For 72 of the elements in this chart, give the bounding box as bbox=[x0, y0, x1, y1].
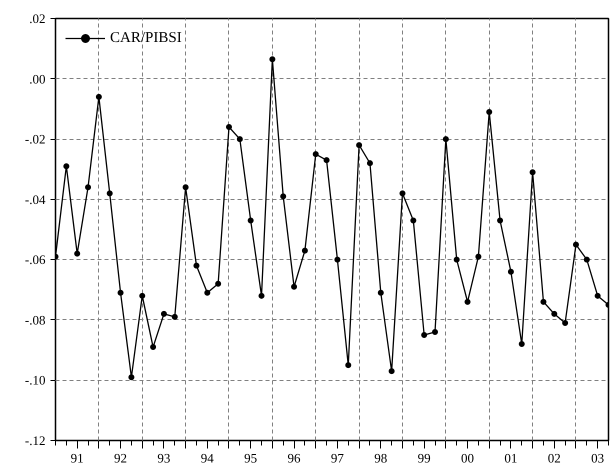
point bbox=[334, 256, 340, 263]
point bbox=[572, 242, 579, 248]
point bbox=[226, 124, 232, 130]
y-tick-label: .02 bbox=[29, 11, 46, 26]
point bbox=[291, 284, 298, 290]
x-tick-label: 94 bbox=[200, 450, 214, 466]
x-tick-label: 03 bbox=[591, 450, 604, 466]
point bbox=[518, 341, 525, 348]
point bbox=[421, 332, 428, 338]
point bbox=[106, 190, 113, 196]
y-tick-label: -.12 bbox=[24, 433, 46, 448]
point bbox=[193, 262, 200, 269]
x-tick-label: 97 bbox=[330, 450, 344, 466]
point bbox=[551, 310, 558, 317]
point bbox=[399, 190, 406, 196]
y-tick-label: -.04 bbox=[24, 192, 46, 207]
point bbox=[442, 136, 449, 142]
point bbox=[204, 290, 210, 296]
point bbox=[324, 157, 330, 164]
x-tick-label: 96 bbox=[288, 450, 302, 466]
point bbox=[96, 94, 102, 100]
point bbox=[128, 374, 134, 380]
point bbox=[172, 314, 178, 320]
point bbox=[280, 193, 286, 200]
x-tick-label: 95 bbox=[244, 450, 258, 466]
point bbox=[150, 344, 156, 350]
point bbox=[366, 160, 373, 166]
point bbox=[85, 184, 92, 190]
point bbox=[378, 290, 384, 296]
point bbox=[388, 368, 395, 374]
point bbox=[302, 248, 308, 254]
x-tick-label: 93 bbox=[157, 450, 170, 466]
point bbox=[562, 320, 568, 326]
point bbox=[269, 56, 276, 62]
point bbox=[312, 151, 319, 158]
point bbox=[475, 254, 482, 260]
point bbox=[594, 292, 601, 299]
x-tick-label: 91 bbox=[70, 450, 84, 466]
point bbox=[118, 290, 124, 296]
point bbox=[215, 280, 222, 287]
x-tick-label: 00 bbox=[461, 450, 474, 466]
point bbox=[540, 298, 546, 305]
point bbox=[454, 256, 460, 263]
x-tick-label: 98 bbox=[374, 450, 388, 466]
point bbox=[345, 362, 352, 368]
point bbox=[486, 108, 492, 115]
x-tick-label: 01 bbox=[504, 450, 518, 466]
y-tick-label: -.10 bbox=[24, 372, 46, 388]
point bbox=[410, 217, 416, 224]
point bbox=[508, 268, 514, 275]
x-tick-label: 02 bbox=[548, 450, 561, 466]
point bbox=[139, 292, 146, 299]
point bbox=[74, 250, 80, 257]
legend-label: CAR/PIBSI bbox=[110, 30, 182, 46]
y-tick-label: -.08 bbox=[24, 312, 46, 328]
point bbox=[248, 217, 254, 224]
y-tick-label: -.06 bbox=[24, 252, 46, 268]
point bbox=[497, 217, 504, 224]
point bbox=[530, 169, 536, 176]
point bbox=[432, 328, 438, 335]
x-tick-label: 92 bbox=[114, 450, 128, 466]
point bbox=[63, 163, 70, 170]
x-tick-label: 99 bbox=[418, 450, 431, 466]
y-tick-label: -.02 bbox=[24, 132, 46, 147]
point bbox=[584, 256, 590, 263]
point bbox=[258, 292, 265, 299]
point bbox=[356, 142, 362, 148]
point bbox=[464, 298, 471, 305]
point bbox=[182, 184, 189, 190]
y-tick-label: .00 bbox=[29, 71, 46, 86]
point bbox=[236, 136, 243, 142]
point bbox=[160, 310, 167, 317]
